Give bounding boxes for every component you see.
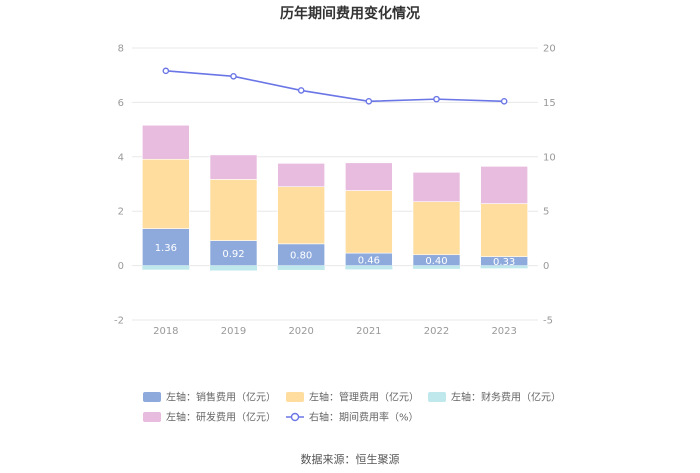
bar-sales-2019 xyxy=(209,240,258,266)
bar-finance-2018 xyxy=(142,265,190,270)
bar-series xyxy=(142,124,528,271)
legend-item-rate[interactable]: 右轴：期间费用率（%） xyxy=(286,411,419,424)
legend: 左轴：销售费用（亿元） 左轴：管理费用（亿元） 左轴：财务费用（亿元） 左轴：研发费用… xyxy=(143,391,561,424)
left-tick-label: 6 xyxy=(118,98,124,109)
bar-admin-2020 xyxy=(277,186,325,245)
legend-item-sales[interactable]: 左轴：销售费用（亿元） xyxy=(143,391,276,404)
bar-admin-2023 xyxy=(480,203,528,257)
x-tick-label: 2021 xyxy=(356,326,381,337)
data-source: 数据来源：恒生聚源 xyxy=(301,452,400,466)
grid-lines xyxy=(132,47,538,321)
right-tick-label: 20 xyxy=(543,44,556,55)
left-tick-label: 8 xyxy=(118,44,124,55)
legend-label: 左轴：财务费用（亿元） xyxy=(451,391,561,404)
legend-swatch xyxy=(143,392,161,402)
x-tick-label: 2019 xyxy=(221,326,246,337)
bar-rd-2019 xyxy=(209,154,258,180)
legend-swatch xyxy=(143,412,161,422)
bar-rd-2023 xyxy=(480,166,528,204)
sales-data-label: 0.46 xyxy=(358,255,380,266)
right-tick-label: 15 xyxy=(543,98,556,109)
x-tick-label: 2018 xyxy=(153,326,178,337)
bar-finance-2022 xyxy=(413,265,460,269)
bar-admin-2022 xyxy=(412,201,461,256)
right-tick-label: -5 xyxy=(543,316,553,327)
bar-finance-2023 xyxy=(480,265,528,269)
right-axis: 20 15 10 5 0 -5 xyxy=(543,44,556,327)
bar-data-labels: 1.36 0.92 0.80 0.46 0.40 0.33 xyxy=(155,243,516,268)
right-tick-label: 0 xyxy=(543,261,549,272)
legend-swatch xyxy=(428,392,446,402)
bar-rd-2018 xyxy=(142,124,190,160)
rate-point-2019 xyxy=(230,72,237,80)
left-tick-label: 0 xyxy=(118,261,124,272)
bar-finance-2019 xyxy=(210,265,257,271)
bar-finance-2021 xyxy=(345,265,393,270)
rate-point-2018 xyxy=(162,67,170,75)
right-tick-label: 10 xyxy=(543,152,556,163)
rate-point-2022 xyxy=(433,95,440,103)
legend-item-rd[interactable]: 左轴：研发费用（亿元） xyxy=(143,411,276,424)
left-tick-label: 4 xyxy=(118,152,124,163)
bar-admin-2019 xyxy=(209,179,258,241)
legend-label: 左轴：销售费用（亿元） xyxy=(166,391,276,404)
sales-data-label: 0.40 xyxy=(425,256,447,267)
x-axis: 2018 2019 2020 2021 2022 2023 xyxy=(153,326,517,337)
chart-title: 历年期间费用变化情况 xyxy=(280,5,420,22)
legend-swatch xyxy=(286,392,304,402)
x-tick-label: 2022 xyxy=(424,326,449,337)
bar-rd-2021 xyxy=(345,162,393,191)
sales-data-label: 0.80 xyxy=(290,251,312,262)
legend-item-finance[interactable]: 左轴：财务费用（亿元） xyxy=(428,391,561,404)
sales-data-label: 0.92 xyxy=(222,249,244,260)
right-tick-label: 5 xyxy=(543,207,549,218)
x-tick-label: 2023 xyxy=(491,326,516,337)
rate-point-2023 xyxy=(500,98,508,105)
bar-admin-2018 xyxy=(142,158,190,229)
rate-line-series xyxy=(162,67,508,105)
legend-label: 右轴：期间费用率（%） xyxy=(309,411,419,424)
left-tick-label: -2 xyxy=(114,316,124,327)
left-axis: 8 6 4 2 0 -2 xyxy=(114,44,124,327)
sales-data-label: 1.36 xyxy=(155,243,177,254)
sales-data-label: 0.33 xyxy=(493,257,515,268)
bar-rd-2022 xyxy=(412,172,461,202)
legend-marker xyxy=(290,412,300,422)
x-tick-label: 2020 xyxy=(288,326,313,337)
legend-label: 左轴：研发费用（亿元） xyxy=(166,411,276,424)
rate-point-2020 xyxy=(297,87,305,94)
rate-line xyxy=(165,70,505,103)
legend-label: 左轴：管理费用（亿元） xyxy=(309,391,419,404)
bar-rd-2020 xyxy=(277,163,325,188)
bar-finance-2020 xyxy=(277,265,325,270)
bar-admin-2021 xyxy=(345,190,393,254)
left-tick-label: 2 xyxy=(118,207,124,218)
legend-item-admin[interactable]: 左轴：管理费用（亿元） xyxy=(286,391,419,404)
rate-point-2021 xyxy=(365,98,373,105)
